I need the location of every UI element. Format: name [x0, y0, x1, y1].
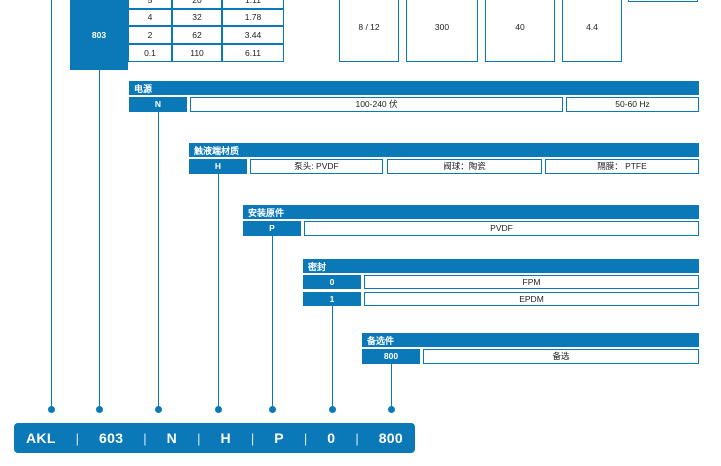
top-table-cell-ml-0: 1.11 [222, 0, 284, 9]
top-table-cell-bar-1: 4 [128, 9, 172, 26]
top-table-cell-merged-3: 4.4 [562, 0, 622, 62]
section-header-seal: 密封 [303, 259, 699, 273]
summary-segment-603: 603 [99, 430, 124, 446]
top-table-cell-bar-3: 0.1 [128, 44, 172, 62]
connector-dot-h [215, 406, 222, 413]
section-options-code-800: 800 [362, 349, 420, 364]
top-table-cell-lh-2: 62 [172, 26, 222, 44]
connector-dot-800 [388, 406, 395, 413]
connector-line-p [272, 236, 273, 410]
top-table-cell-lh-0: 20 [172, 0, 222, 9]
section-options-value: 备选 [423, 349, 699, 364]
summary-separator-1: | [75, 430, 80, 446]
top-table-cell-merged-2: 40 [485, 0, 555, 62]
connector-dot-0 [329, 406, 336, 413]
section-seal-value-epdm: EPDM [364, 292, 699, 306]
connector-dot-603 [96, 406, 103, 413]
connector-dot-n [155, 406, 162, 413]
section-power-value: 100-240 伏 [190, 97, 563, 112]
summary-segment-0: 0 [327, 430, 336, 446]
top-table-cell-merged-0: 8 / 12 [339, 0, 399, 62]
section-mounting-code-P: P [243, 221, 301, 236]
top-table-cell-merged-1: 300 [406, 0, 478, 62]
top-table-code-803: 803 [70, 0, 128, 70]
summary-separator-3: | [197, 430, 201, 446]
section-header-options: 备选件 [362, 333, 699, 347]
section-seal-value-fpm: FPM [364, 275, 699, 289]
section-header-mounting-parts: 安装原件 [243, 205, 699, 219]
section-wetted-code-H: H [189, 159, 247, 174]
summary-separator-4: | [250, 430, 255, 446]
summary-separator-2: | [143, 430, 147, 446]
summary-separator-6: | [355, 430, 359, 446]
section-power-code-N: N [129, 97, 187, 112]
section-wetted-value-diaphragm: 隔膜： PTFE [545, 159, 699, 174]
summary-separator-5: | [303, 430, 308, 446]
top-table-cell-bar-2: 2 [128, 26, 172, 44]
section-seal-code-0: 0 [303, 275, 361, 289]
section-seal-code-1: 1 [303, 292, 361, 306]
summary-segment-h: H [220, 430, 231, 446]
connector-line-akl [51, 0, 52, 410]
connector-dot-akl [48, 406, 55, 413]
summary-segment-p: P [274, 430, 284, 446]
section-mounting-value: PVDF [304, 221, 699, 236]
top-table-cell-bar-0: 5 [128, 0, 172, 9]
section-wetted-value-pumphead: 泵头: PVDF [250, 159, 383, 174]
top-table-cell-lh-3: 110 [172, 44, 222, 62]
connector-line-603 [99, 70, 100, 410]
connector-line-n [158, 112, 159, 410]
section-header-wetted-materials: 触液端材质 [189, 143, 699, 157]
section-wetted-value-valveball: 阀球：陶瓷 [387, 159, 542, 174]
section-header-power: 电源 [129, 81, 699, 95]
summary-segment-800: 800 [378, 430, 403, 446]
connector-line-h [218, 174, 219, 410]
top-table-cell-ml-3: 6.11 [222, 44, 284, 62]
top-table-cell-ml-2: 3.44 [222, 26, 284, 44]
summary-segment-n: N [166, 430, 178, 446]
top-table-frame-remnant [628, 0, 698, 2]
section-power-frequency: 50-60 Hz [566, 97, 699, 112]
summary-segment-akl: AKL [26, 430, 56, 446]
connector-dot-p [269, 406, 276, 413]
top-table-cell-ml-1: 1.78 [222, 9, 284, 26]
order-code-summary-bar: AKL | 603 | N | H | P | 0 | 800 [14, 423, 415, 453]
top-table-cell-lh-1: 32 [172, 9, 222, 26]
connector-line-800 [391, 364, 392, 410]
connector-line-0 [332, 306, 333, 410]
